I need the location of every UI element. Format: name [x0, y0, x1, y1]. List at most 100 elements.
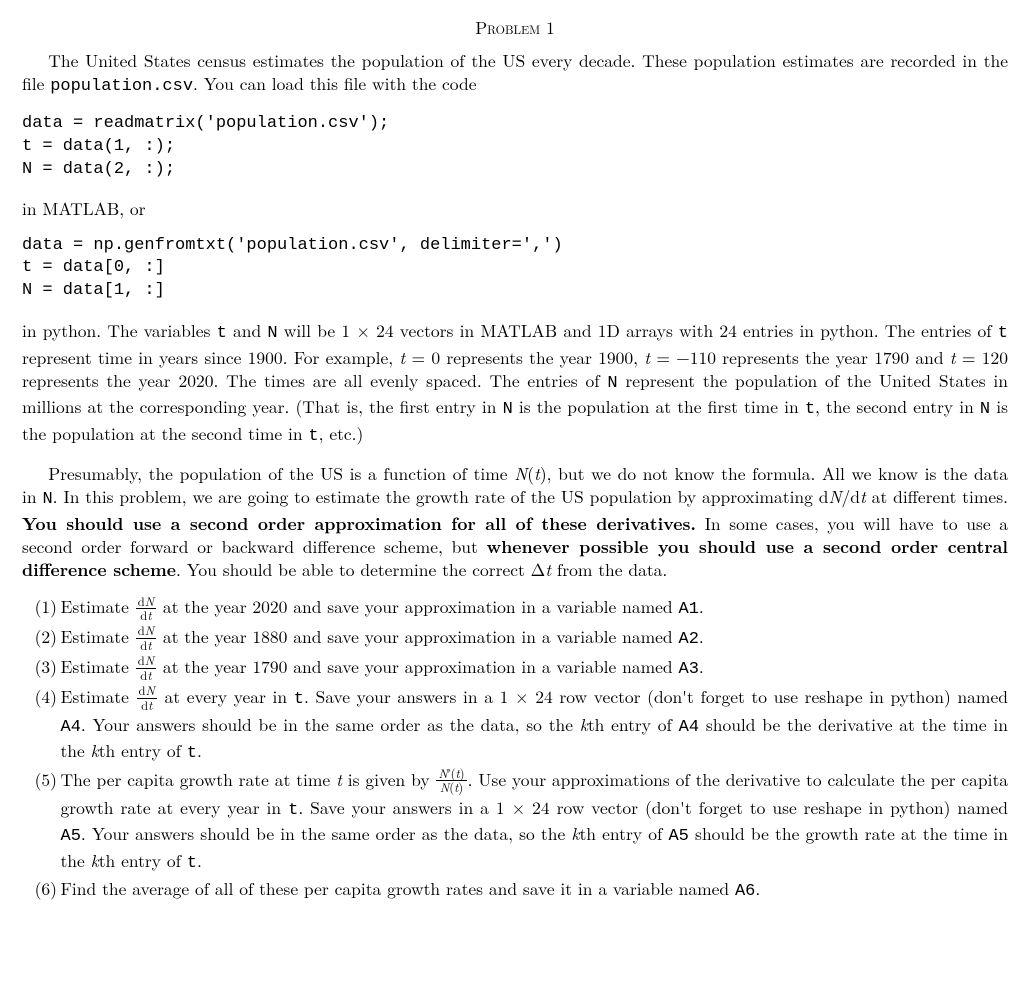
- var-n: N: [42, 490, 52, 509]
- var-a1: A1: [679, 600, 699, 619]
- fraction-dndt: dNdt: [136, 624, 156, 651]
- text: . Save your answers in a 1 × 24 row vect…: [304, 684, 1008, 709]
- text: is the population at the first time in: [513, 394, 805, 419]
- text: Estimate: [61, 654, 135, 679]
- math-k: k: [91, 848, 99, 873]
- math-k: k: [91, 738, 99, 763]
- var-n: N: [607, 374, 617, 393]
- item-number: (1): [22, 595, 57, 618]
- frac-den: dt: [136, 639, 156, 652]
- list-item-2: (2)Estimate dNdt at the year 1880 and sa…: [61, 625, 1009, 653]
- problem-title: Problem 1: [22, 16, 1008, 39]
- text: th entry of: [588, 712, 679, 737]
- text: = 0 represents the year 1900,: [405, 345, 644, 370]
- list-item-1: (1)Estimate dNdt at the year 2020 and sa…: [61, 595, 1009, 623]
- paragraph-2: in python. The variables t and N will be…: [22, 319, 1008, 448]
- var-a2: A2: [679, 630, 699, 649]
- fraction-dndt: dNdt: [137, 684, 157, 711]
- text: at the year 2020 and save your approxima…: [157, 594, 678, 619]
- text: . Save your answers in a 1 × 24 row vect…: [298, 795, 1008, 820]
- item-number: (3): [22, 655, 57, 678]
- item-number: (5): [22, 768, 57, 791]
- var-t: t: [187, 744, 197, 763]
- filename: population.csv: [50, 77, 193, 96]
- text: Presumably, the population of the US is …: [48, 461, 514, 486]
- list-item-6: (6)Find the average of all of these per …: [61, 877, 1009, 903]
- in-matlab-text: in MATLAB, or: [22, 197, 1008, 220]
- python-code: data = np.genfromtxt('population.csv', d…: [22, 235, 1008, 304]
- paragraph-3: Presumably, the population of the US is …: [22, 462, 1008, 581]
- text: from the data.: [551, 557, 667, 582]
- text: Estimate: [61, 594, 135, 619]
- problem-list: (1)Estimate dNdt at the year 2020 and sa…: [22, 595, 1008, 903]
- text: .: [699, 654, 704, 679]
- item-number: (6): [22, 877, 57, 900]
- math-t: t: [534, 461, 540, 486]
- list-item-3: (3)Estimate dNdt at the year 1790 and sa…: [61, 655, 1009, 683]
- var-t: t: [187, 854, 197, 873]
- text: is given by: [342, 767, 436, 792]
- text: /: [842, 484, 851, 509]
- text: d: [850, 484, 860, 509]
- frac-den: dt: [136, 609, 156, 622]
- text: will be 1 × 24 vectors in MATLAB and 1D …: [278, 318, 998, 343]
- frac-den: N(t): [436, 781, 466, 794]
- text: Find the average of all of these per cap…: [61, 876, 735, 901]
- fraction-dndt: dNdt: [136, 654, 156, 681]
- text: in python. The variables: [22, 318, 217, 343]
- frac-den: dt: [136, 669, 156, 682]
- var-t: t: [998, 324, 1008, 343]
- text: th entry of: [99, 848, 187, 873]
- bold-text-1: You should use a second order approximat…: [22, 511, 696, 536]
- var-a4: A4: [61, 718, 81, 737]
- text: Estimate: [61, 624, 135, 649]
- var-t: t: [308, 427, 318, 446]
- var-t: t: [805, 400, 815, 419]
- text: = −110 represents the year 1790 and: [650, 345, 950, 370]
- item-number: (2): [22, 625, 57, 648]
- list-item-5: (5)The per capita growth rate at time t …: [61, 768, 1009, 875]
- text: .: [699, 624, 704, 649]
- text: Estimate: [61, 684, 136, 709]
- matlab-code: data = readmatrix('population.csv'); t =…: [22, 113, 1008, 182]
- math-n: N: [829, 484, 842, 509]
- text: .: [755, 876, 760, 901]
- math-nt: N: [514, 461, 527, 486]
- intro-paragraph-1: The United States census estimates the p…: [22, 49, 1008, 99]
- text: .: [197, 848, 202, 873]
- text: . Your answers should be in the same ord…: [81, 712, 580, 737]
- frac-den: dt: [137, 699, 157, 712]
- text: at the year 1790 and save your approxima…: [157, 654, 678, 679]
- text: .: [699, 594, 704, 619]
- text: and: [227, 318, 268, 343]
- text: at every year in: [158, 684, 294, 709]
- text: , the second entry in: [815, 394, 980, 419]
- item-number: (4): [22, 685, 57, 708]
- list-item-4: (4)Estimate dNdt at every year in t. Sav…: [61, 685, 1009, 766]
- var-a5: A5: [61, 827, 81, 846]
- text: The per capita growth rate at time: [61, 767, 337, 792]
- var-a3: A3: [679, 660, 699, 679]
- var-t: t: [294, 690, 304, 709]
- var-t: t: [217, 324, 227, 343]
- fraction-nprime-over-n: N′(t)N(t): [436, 767, 466, 794]
- text: th entry of: [579, 821, 668, 846]
- text: . You should be able to determine the co…: [176, 557, 545, 582]
- var-n: N: [503, 400, 513, 419]
- text: .: [197, 738, 202, 763]
- var-a4: A4: [679, 718, 699, 737]
- text: . In this problem, we are going to estim…: [53, 484, 829, 509]
- text: represent time in years since 1900. For …: [22, 345, 399, 370]
- var-n: N: [980, 400, 990, 419]
- var-a6: A6: [735, 882, 755, 901]
- text: th entry of: [99, 738, 187, 763]
- text: at different times.: [866, 484, 1008, 509]
- fraction-dndt: dNdt: [136, 595, 156, 622]
- text: . You can load this file with the code: [193, 71, 477, 96]
- text: . Your answers should be in the same ord…: [81, 821, 571, 846]
- var-a5: A5: [668, 827, 688, 846]
- text: at the year 1880 and save your approxima…: [157, 624, 678, 649]
- text: , etc.): [319, 421, 364, 446]
- math-k: k: [580, 712, 588, 737]
- var-t: t: [288, 801, 298, 820]
